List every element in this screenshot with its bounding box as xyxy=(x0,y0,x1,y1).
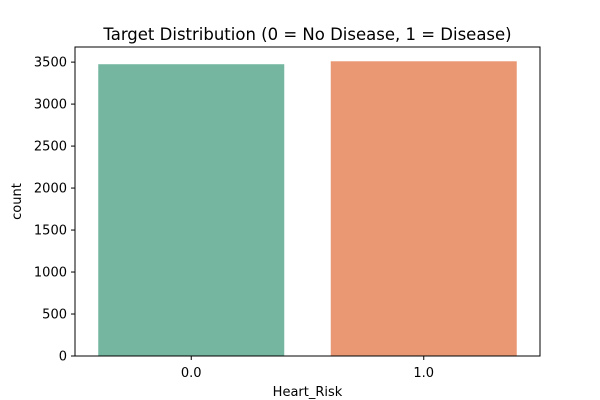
x-tick-label: 1.0 xyxy=(413,366,434,381)
bar-0-0 xyxy=(98,64,285,356)
y-tick-label: 1000 xyxy=(34,266,67,281)
y-tick-label: 2500 xyxy=(34,140,67,155)
x-tick-label: 0.0 xyxy=(181,366,202,381)
x-axis: 0.0 1.0 xyxy=(181,356,434,381)
y-tick-label: 3000 xyxy=(34,98,67,113)
bar-1-0 xyxy=(330,61,517,357)
y-tick-label: 1500 xyxy=(34,224,67,239)
chart-title: Target Distribution (0 = No Disease, 1 =… xyxy=(102,25,511,44)
y-tick-label: 0 xyxy=(59,350,67,365)
x-axis-title: Heart_Risk xyxy=(273,385,343,400)
y-axis: 0 500 1000 1500 2000 2500 3000 3500 xyxy=(34,56,75,365)
y-axis-title: count xyxy=(10,183,25,220)
y-tick-label: 500 xyxy=(42,308,67,323)
bars-group xyxy=(98,61,517,357)
y-tick-label: 3500 xyxy=(34,56,67,71)
y-tick-label: 2000 xyxy=(34,182,67,197)
plot-frame xyxy=(74,46,541,357)
